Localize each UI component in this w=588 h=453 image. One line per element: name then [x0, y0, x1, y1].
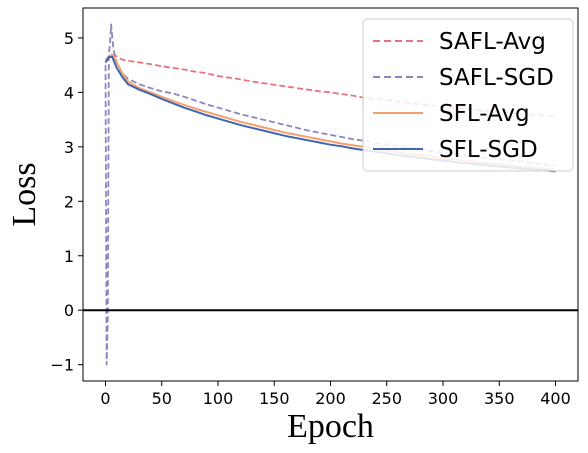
- x-tick-label: 0: [100, 389, 110, 408]
- legend-label: SAFL-SGD: [439, 65, 554, 91]
- x-tick-label: 350: [484, 389, 515, 408]
- x-tick-label: 50: [152, 389, 172, 408]
- legend-label: SFL-Avg: [439, 101, 530, 127]
- y-tick-label: 1: [64, 247, 74, 266]
- x-tick-label: 250: [371, 389, 402, 408]
- x-axis-title: Epoch: [287, 408, 374, 445]
- legend-label: SFL-SGD: [439, 137, 538, 163]
- y-tick-label: −1: [50, 356, 74, 375]
- x-tick-label: 150: [259, 389, 290, 408]
- y-ticks: −1 0 1 2 3 4 5: [50, 29, 83, 375]
- y-tick-label: 5: [64, 29, 74, 48]
- y-tick-label: 3: [64, 138, 74, 157]
- x-tick-label: 100: [203, 389, 234, 408]
- legend: SAFL-Avg SAFL-SGD SFL-Avg SFL-SGD: [362, 18, 574, 172]
- y-tick-label: 0: [64, 301, 74, 320]
- y-tick-label: 2: [64, 192, 74, 211]
- legend-label: SAFL-Avg: [439, 29, 546, 55]
- x-tick-label: 400: [540, 389, 571, 408]
- x-ticks: 0 50 100 150 200 250 300 350 400: [100, 381, 571, 408]
- y-tick-label: 4: [64, 83, 74, 102]
- legend-box: [362, 18, 574, 172]
- y-axis-title: Loss: [6, 162, 43, 226]
- x-tick-label: 300: [428, 389, 459, 408]
- x-tick-label: 200: [315, 389, 346, 408]
